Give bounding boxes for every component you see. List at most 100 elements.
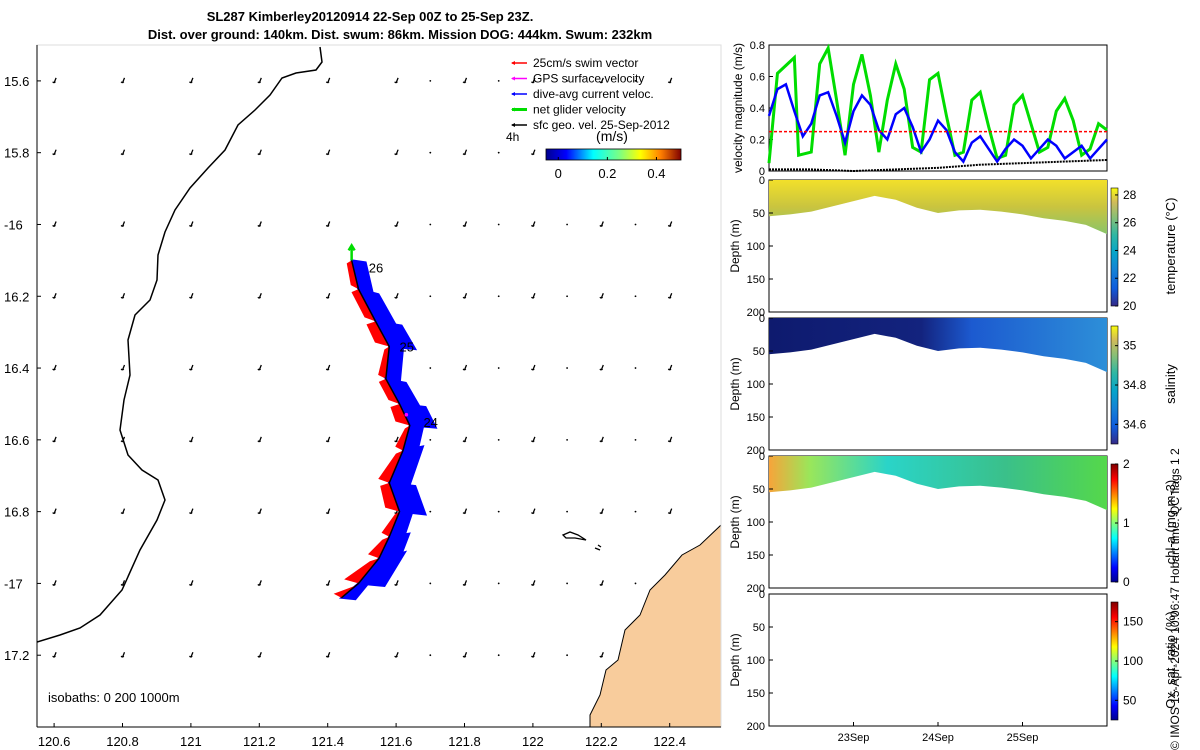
sfc-velocity-arrow — [189, 77, 194, 84]
sfc-velocity-arrow — [52, 436, 57, 443]
legend-arrowhead — [511, 123, 515, 127]
colorbar-tick-label: 50 — [1123, 693, 1137, 707]
sfc-velocity-arrow — [257, 436, 262, 443]
sfc-velocity-dot — [497, 582, 500, 585]
sfc-velocity-dot — [566, 367, 568, 369]
sfc-velocity-arrow — [325, 508, 331, 515]
lat-tick-label: -16 — [4, 217, 23, 232]
depth-y-tick-label: 100 — [747, 517, 765, 529]
sfc-velocity-dot — [566, 438, 568, 441]
sfc-velocity-arrow — [531, 436, 536, 443]
legend-arrowhead — [511, 76, 515, 81]
sfc-velocity-arrow — [52, 580, 57, 586]
sfc-velocity-arrow — [120, 580, 126, 586]
sfc-geo-velocity-arrows — [52, 77, 673, 658]
legend-label: GPS surface velocity — [533, 72, 644, 86]
sfc-velocity-arrow — [189, 508, 194, 515]
lon-tick-label: 121.6 — [380, 734, 413, 749]
sfc-velocity-arrow — [531, 293, 536, 299]
glider-track-layer: 26 25 24 — [333, 242, 438, 601]
velocity-series-line — [767, 82, 1108, 164]
velocity-series-line — [769, 158, 1108, 173]
sfc-velocity-arrow — [462, 580, 468, 586]
legend-arrowhead — [511, 61, 515, 65]
sfc-velocity-arrow — [462, 651, 468, 658]
lon-tick-label: 121.2 — [243, 734, 276, 749]
velocity-y-tick-label: 0.6 — [750, 72, 765, 84]
swim-vector-patch — [378, 378, 400, 404]
sfc-velocity-dot — [634, 79, 637, 82]
colorbar-side-label: 4h — [506, 130, 519, 144]
sfc-velocity-dot — [429, 438, 432, 441]
island-cluster — [561, 531, 602, 551]
sfc-velocity-arrow — [667, 436, 673, 443]
sfc-velocity-dot — [497, 223, 500, 226]
depth-y-tick-label: 200 — [747, 445, 765, 457]
sfc-velocity-arrow — [325, 221, 331, 228]
sfc-velocity-dot — [566, 510, 568, 513]
sfc-velocity-arrow — [120, 651, 126, 658]
depth-y-tick-label: 100 — [747, 241, 765, 253]
colorbar-label: temperature (°C) — [1163, 198, 1178, 295]
sfc-velocity-dot — [634, 295, 637, 298]
sfc-velocity-dot — [566, 654, 568, 657]
map-colorbar: 4h (m/s) 0 0.2 0.4 — [506, 128, 682, 181]
sfc-velocity-dot — [566, 295, 568, 298]
colorbar-tick-label: 28 — [1123, 188, 1137, 202]
net-glider-velocity-arrow — [347, 242, 356, 261]
sfc-velocity-arrow — [325, 364, 331, 371]
velocity-y-label: velocity magnitude (m/s) — [731, 43, 745, 173]
depth-y-label: Depth (m) — [730, 219, 742, 272]
glider-track-map: 26 25 24 120.6 120.8 121 121.2 121.4 121.6 121.8… — [4, 44, 722, 749]
colorbar-tick-label: 20 — [1123, 299, 1137, 313]
depth-axes-frame — [768, 593, 1108, 727]
sfc-velocity-dot — [497, 654, 500, 657]
sfc-velocity-dot — [429, 367, 432, 369]
figure-title-line2: Dist. over ground: 140km. Dist. swum: 86… — [147, 27, 653, 42]
legend-arrowhead — [511, 107, 515, 112]
colorbar-tick-label: 26 — [1123, 216, 1137, 230]
sfc-velocity-dot — [497, 367, 500, 369]
depth-y-tick-label: 200 — [747, 721, 765, 733]
sfc-velocity-arrow — [257, 364, 262, 371]
lon-tick-label: 122.2 — [585, 734, 618, 749]
legend-label: 25cm/s swim vector — [533, 56, 638, 70]
swim-vector-patch — [380, 482, 400, 512]
lon-tick-label: 120.8 — [106, 734, 139, 749]
sfc-velocity-arrow — [52, 149, 57, 156]
depth-y-tick-label: 50 — [753, 346, 765, 358]
map-legend: 25cm/s swim vector GPS surface velocitydi… — [511, 56, 670, 132]
sfc-velocity-arrow — [257, 651, 262, 658]
sfc-velocity-arrow — [257, 508, 262, 515]
sfc-velocity-arrow — [52, 77, 57, 84]
sfc-velocity-dot — [566, 582, 568, 585]
sfc-velocity-dot — [566, 223, 568, 226]
sfc-velocity-dot — [429, 295, 432, 298]
lat-tick-label: 16.2 — [4, 289, 29, 304]
depth-section-fill — [769, 456, 1107, 511]
sfc-velocity-arrow — [462, 293, 468, 299]
colorbar-tick-label: 35 — [1123, 339, 1137, 353]
depth-y-tick-label: 200 — [747, 307, 765, 319]
colorbar-tick-label: 1 — [1123, 516, 1130, 530]
sfc-velocity-arrow — [462, 149, 468, 156]
depth-y-tick-label: 0 — [759, 313, 765, 325]
sfc-velocity-dot — [634, 582, 637, 585]
sfc-velocity-dot — [497, 510, 500, 513]
colorbar-label: chl-a (mg m-3) — [1163, 480, 1178, 565]
sfc-velocity-arrow — [599, 77, 604, 84]
lat-tick-label: 17.2 — [4, 648, 29, 663]
sfc-velocity-arrow — [599, 580, 604, 586]
sfc-velocity-arrow — [394, 436, 399, 443]
colorbar-tick-label: 2 — [1123, 457, 1130, 471]
sfc-velocity-arrow — [189, 580, 194, 586]
sfc-velocity-arrow — [257, 149, 262, 156]
sfc-velocity-dot — [634, 223, 637, 226]
sfc-velocity-dot — [429, 510, 432, 513]
sfc-velocity-arrow — [257, 293, 262, 299]
velocity-y-tick-label: 0.8 — [750, 40, 765, 52]
sfc-velocity-arrow — [462, 364, 468, 371]
sfc-velocity-arrow — [189, 364, 194, 371]
sfc-velocity-arrow — [462, 221, 468, 228]
depth-y-tick-label: 50 — [753, 208, 765, 220]
